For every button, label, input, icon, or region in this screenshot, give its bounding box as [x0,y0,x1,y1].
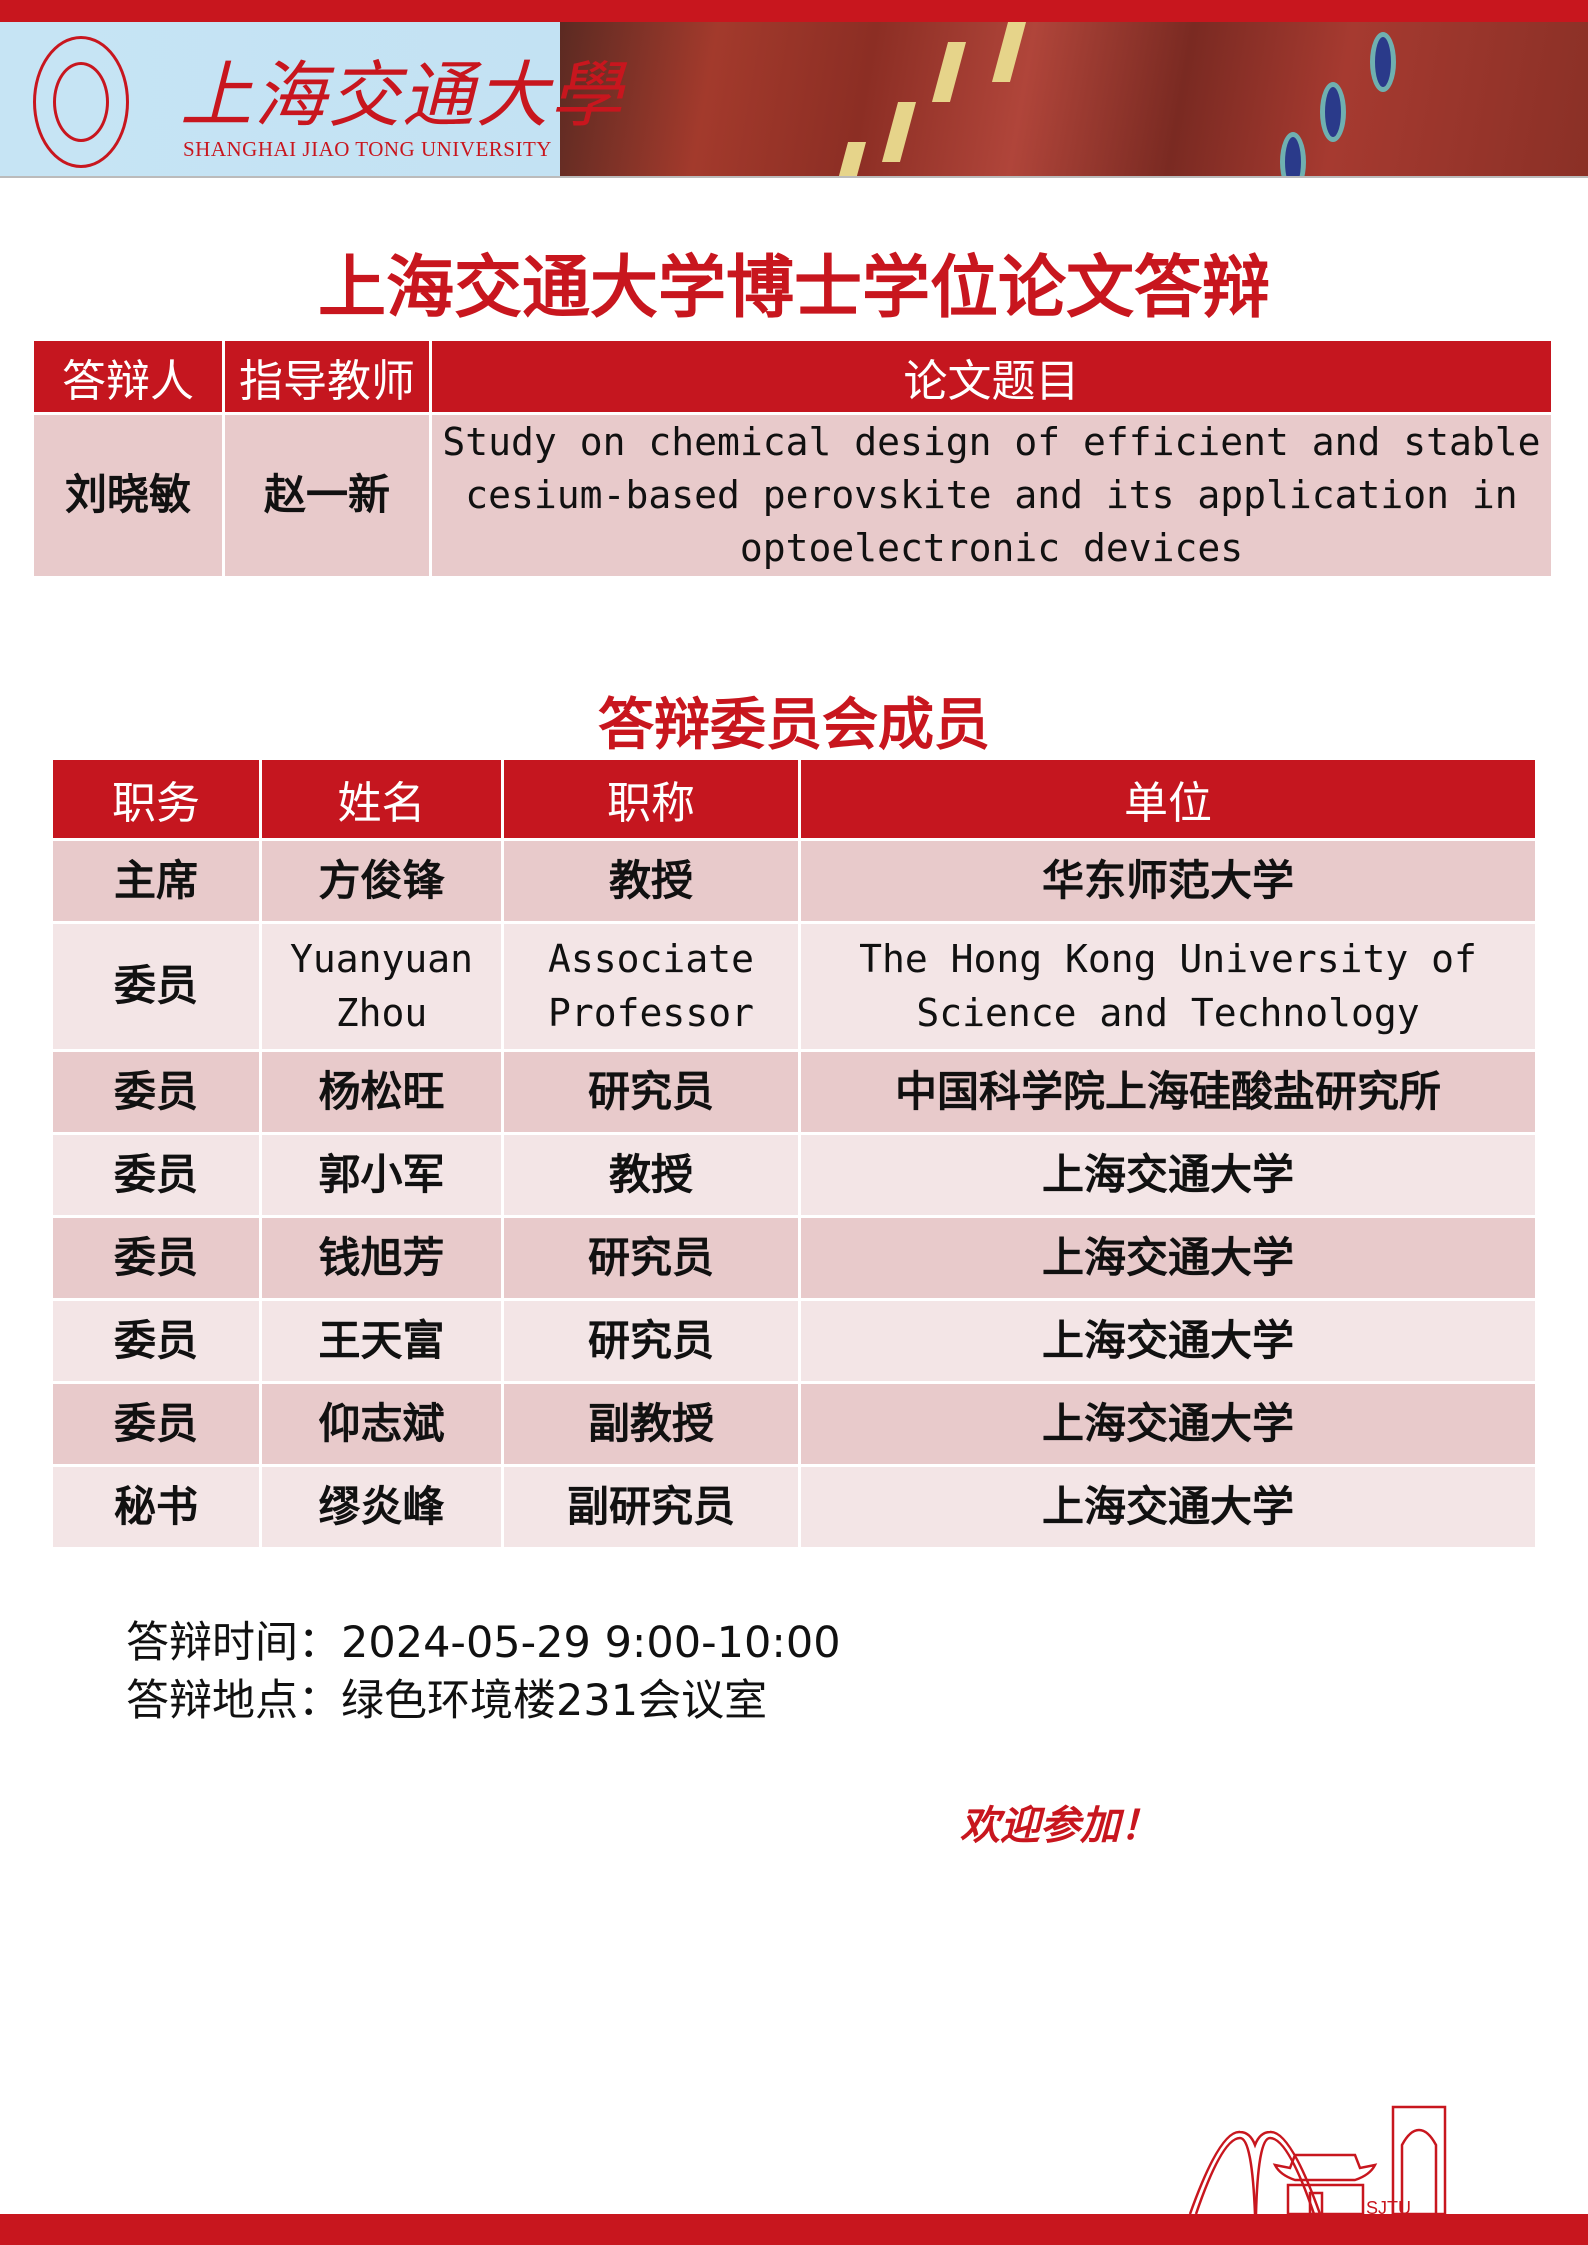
header-name: 姓名 [262,760,501,838]
table-row: 委员 仰志斌 副教授 上海交通大学 [53,1384,1535,1464]
org: 上海交通大学 [801,1218,1535,1298]
role: 主席 [53,841,259,921]
role: 委员 [53,1301,259,1381]
university-seal-logo [33,36,129,168]
org: The Hong Kong University of Science and … [801,924,1535,1049]
table-row: 刘晓敏 赵一新 Study on chemical design of effi… [34,415,1551,576]
role: 委员 [53,1135,259,1215]
title: 研究员 [504,1052,798,1132]
header-topic: 论文题目 [432,341,1551,412]
title: 教授 [504,841,798,921]
org: 上海交通大学 [801,1467,1535,1547]
role: 委员 [53,1052,259,1132]
committee-table: 职务 姓名 职称 单位 主席 方俊锋 教授 华东师范大学 委员 Yuanyuan… [50,757,1538,1550]
candidate-name: 刘晓敏 [34,415,222,576]
name: 仰志斌 [262,1384,501,1464]
role: 委员 [53,1384,259,1464]
banner-architecture-image [560,22,1588,176]
title: 副教授 [504,1384,798,1464]
campus-skyline-icon: SJTU [1188,2105,1447,2216]
title: 研究员 [504,1218,798,1298]
header-candidate: 答辩人 [34,341,222,412]
skyline-sjtu-text: SJTU [1366,2198,1411,2216]
table-row: 委员 钱旭芳 研究员 上海交通大学 [53,1218,1535,1298]
page-title: 上海交通大学博士学位论文答辩 [317,249,1270,328]
header-org: 单位 [801,760,1535,838]
org: 中国科学院上海硅酸盐研究所 [801,1052,1535,1132]
table-row: 委员 王天富 研究员 上海交通大学 [53,1301,1535,1381]
table-row: 主席 方俊锋 教授 华东师范大学 [53,841,1535,921]
role: 委员 [53,1218,259,1298]
welcome-text: 欢迎参加！ [960,1802,1160,1849]
committee-title: 答辩委员会成员 [598,693,990,758]
advisor-name: 赵一新 [225,415,429,576]
name: 方俊锋 [262,841,501,921]
table-row: 秘书 缪炎峰 副研究员 上海交通大学 [53,1467,1535,1547]
name: 王天富 [262,1301,501,1381]
defense-place: 答辩地点：绿色环境楼231会议室 [126,1676,768,1726]
name: 杨松旺 [262,1052,501,1132]
title: 研究员 [504,1301,798,1381]
title: Associate Professor [504,924,798,1049]
org: 上海交通大学 [801,1135,1535,1215]
table-row: 委员 杨松旺 研究员 中国科学院上海硅酸盐研究所 [53,1052,1535,1132]
role: 秘书 [53,1467,259,1547]
org: 上海交通大学 [801,1301,1535,1381]
name: 缪炎峰 [262,1467,501,1547]
role: 委员 [53,924,259,1049]
title: 教授 [504,1135,798,1215]
bottom-red-bar [0,2214,1588,2245]
logo-english-name: SHANGHAI JIAO TONG UNIVERSITY [183,137,552,161]
org: 上海交通大学 [801,1384,1535,1464]
top-red-bar [0,0,1588,22]
thesis-table: 答辩人 指导教师 论文题目 刘晓敏 赵一新 Study on chemical … [31,338,1554,579]
header-title: 职称 [504,760,798,838]
header-banner: 上海交通大學 SHANGHAI JIAO TONG UNIVERSITY [0,22,1588,178]
name: Yuanyuan Zhou [262,924,501,1049]
logo-chinese-name: 上海交通大學 [180,53,625,137]
defense-time: 答辩时间：2024-05-29 9:00-10:00 [126,1618,841,1668]
table-row: 委员 Yuanyuan Zhou Associate Professor The… [53,924,1535,1049]
header-advisor: 指导教师 [225,341,429,412]
thesis-topic: Study on chemical design of efficient an… [432,415,1551,576]
header-role: 职务 [53,760,259,838]
table-row: 委员 郭小军 教授 上海交通大学 [53,1135,1535,1215]
name: 郭小军 [262,1135,501,1215]
title: 副研究员 [504,1467,798,1547]
name: 钱旭芳 [262,1218,501,1298]
org: 华东师范大学 [801,841,1535,921]
